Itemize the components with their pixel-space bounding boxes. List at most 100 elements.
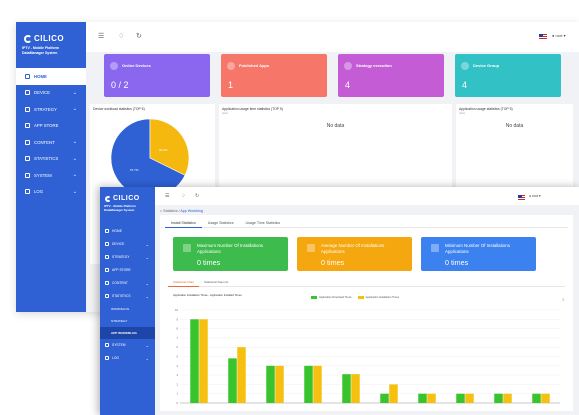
sidebar-item-icon	[105, 281, 109, 286]
chevron-down-icon: ⌄	[72, 188, 77, 195]
chevron-down-icon: ⌄	[145, 254, 149, 260]
brand-logo-icon	[105, 195, 111, 202]
us-flag-icon[interactable]	[539, 34, 547, 39]
installation-bar-chart: 0 1 2 3 4 5 6 7 8 9 10	[175, 308, 560, 405]
breadcrumb-parent[interactable]: Statistics	[163, 209, 178, 213]
card-title: Online Devices	[122, 63, 151, 68]
sidebar-item-label: LOG	[112, 356, 119, 361]
bar-install-3[interactable]	[313, 365, 322, 403]
summary-card[interactable]: Published Apps 1	[221, 54, 327, 97]
user-menu[interactable]: ● root ▾	[552, 33, 566, 38]
card-value: 4	[345, 80, 351, 90]
sidebar-item-content[interactable]: CONTENT ⌄	[16, 134, 86, 151]
panel-unit: (min)	[459, 112, 465, 115]
card-title: Minimum Number Of Installations Applicat…	[445, 243, 510, 254]
install-summary-card[interactable]: Maximum Number Of Installations Applicat…	[173, 237, 288, 271]
sidebar-item-system[interactable]: SYSTEM ⌄	[100, 339, 155, 352]
sidebar-subitem-workblog[interactable]: WORKBLOG	[111, 306, 130, 311]
bar-download-7[interactable]	[456, 393, 465, 403]
summary-card[interactable]: Strategy execution 4	[338, 54, 444, 97]
tab-usage-time-statistics[interactable]: Usage Time Statistics	[245, 221, 281, 225]
dashboard-sidebar: CILICO IPTV - Mobile Platform DataManage…	[16, 22, 86, 312]
sidebar-item-icon	[105, 294, 109, 299]
menu-toggle-icon[interactable]: ☰	[98, 33, 105, 40]
menu-toggle-icon[interactable]: ☰	[165, 193, 170, 199]
bar-download-0[interactable]	[190, 319, 199, 403]
bar-install-0[interactable]	[199, 319, 208, 403]
legend-label-download[interactable]: Application Download Times	[319, 296, 352, 299]
bar-install-8[interactable]	[503, 393, 512, 403]
no-data-label: No data	[326, 123, 345, 129]
y-tick-label: 9	[177, 317, 179, 321]
bar-install-5[interactable]	[389, 384, 398, 403]
pie-slice-1[interactable]	[149, 118, 190, 176]
chevron-down-icon: ⌄	[145, 293, 149, 299]
card-app-icon	[183, 244, 191, 252]
us-flag-icon[interactable]	[518, 195, 525, 200]
sidebar-item-log[interactable]: LOG ⌄	[100, 352, 155, 365]
card-title: Strategy execution	[356, 63, 392, 68]
breadcrumb-home-icon[interactable]: ⌂	[160, 209, 163, 213]
bar-download-6[interactable]	[418, 393, 427, 403]
sidebar-item-strategy[interactable]: STRATEGY ⌄	[100, 251, 155, 264]
legend-label-install[interactable]: Application Installation Times	[365, 296, 400, 299]
bar-download-1[interactable]	[228, 358, 237, 403]
card-value: 1	[228, 80, 234, 90]
subtab-statistical-chart[interactable]: Statistical Chart	[168, 279, 200, 287]
sidebar-item-icon	[25, 123, 30, 129]
sidebar-item-home[interactable]: HOME	[16, 68, 86, 85]
view-tabs: Statistical Chart Statistical Reports	[168, 279, 565, 287]
sidebar-subitem-strategy[interactable]: STRATEGY	[111, 318, 128, 323]
bar-install-9[interactable]	[541, 393, 550, 403]
sidebar-item-device[interactable]: DEVICE ⌄	[100, 238, 155, 251]
summary-card[interactable]: Online Devices 0 / 2	[104, 54, 210, 97]
bar-download-4[interactable]	[342, 374, 351, 403]
subtab-statistical-reports[interactable]: Statistical Reports	[204, 280, 229, 284]
sidebar-item-statistics[interactable]: STATISTICS ⌄	[16, 151, 86, 168]
notification-icon[interactable]: ♢	[181, 193, 186, 199]
bar-install-4[interactable]	[351, 374, 360, 403]
sidebar-item-label: DEVICE	[34, 90, 50, 96]
sidebar-item-statistics[interactable]: STATISTICS ⌄	[100, 290, 155, 303]
sidebar-item-content[interactable]: CONTENT ⌄	[100, 277, 155, 290]
bar-download-9[interactable]	[532, 393, 541, 403]
summary-card[interactable]: Device Group 4	[455, 54, 561, 97]
panel-title: Device workload statistics (TOP 5)	[93, 107, 145, 111]
notification-icon[interactable]: ♢	[118, 33, 125, 40]
chevron-down-icon: ⌄	[72, 106, 77, 113]
refresh-icon[interactable]: ↻	[195, 193, 200, 199]
bar-install-1[interactable]	[237, 347, 246, 403]
sidebar-item-app-store[interactable]: APP STORE	[100, 264, 155, 277]
y-tick-label: 10	[175, 308, 178, 312]
sidebar-item-device[interactable]: DEVICE ⌄	[16, 85, 86, 102]
sidebar-item-label: STATISTICS	[112, 294, 131, 299]
sidebar-item-home[interactable]: HOME	[100, 225, 155, 238]
install-summary-card[interactable]: Minimum Number Of Installations Applicat…	[421, 237, 536, 271]
chevron-down-icon: ⌄	[145, 355, 149, 361]
install-summary-card[interactable]: Average Number Of Installations Applicat…	[297, 237, 412, 271]
workblog-nav: HOME DEVICE ⌄ STRATEGY ⌄ APP STORE CONTENT ⌄ STA…	[100, 225, 155, 365]
card-app-icon	[431, 244, 439, 252]
tab-usage-statistics[interactable]: Usage Statistics	[207, 221, 234, 225]
sidebar-item-app-store[interactable]: APP STORE	[16, 118, 86, 135]
refresh-icon[interactable]: ↻	[136, 33, 142, 40]
bar-download-3[interactable]	[304, 365, 313, 403]
sidebar-item-strategy[interactable]: STRATEGY ⌄	[16, 101, 86, 118]
bar-install-7[interactable]	[465, 393, 474, 403]
user-avatar-icon: ●	[552, 33, 555, 38]
user-menu[interactable]: ● root ▾	[529, 194, 541, 198]
bar-download-5[interactable]	[380, 393, 389, 403]
bar-download-8[interactable]	[494, 393, 503, 403]
bar-download-2[interactable]	[266, 365, 275, 403]
bar-install-6[interactable]	[427, 393, 436, 403]
sidebar-item-log[interactable]: LOG ⌄	[16, 184, 86, 201]
chart-download-icon[interactable]: ⇩	[561, 297, 565, 302]
sidebar-subitem-app-workblog[interactable]: APP WORKBLOG	[100, 326, 155, 339]
card-title: Device Group	[473, 63, 500, 68]
sidebar-item-label: APP STORE	[34, 123, 59, 129]
bar-install-2[interactable]	[275, 365, 284, 403]
card-title: Average Number Of Installations Applicat…	[321, 243, 385, 254]
card-icon	[461, 62, 469, 70]
tab-install-statistics[interactable]: Install Statistics	[165, 218, 202, 228]
sidebar-item-system[interactable]: SYSTEM ⌄	[16, 167, 86, 184]
